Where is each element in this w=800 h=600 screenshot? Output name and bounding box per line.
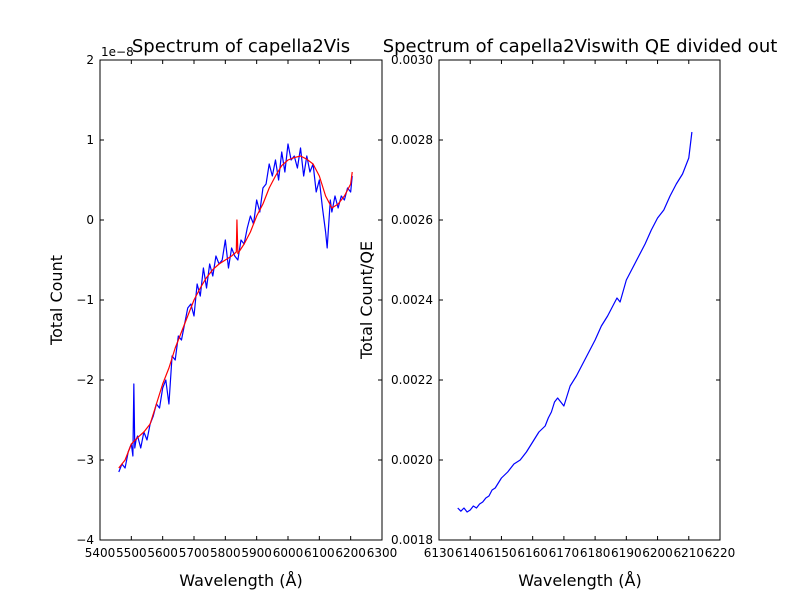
right-plot-lines xyxy=(457,131,693,513)
right-y-tick-label: 0.0026 xyxy=(391,213,433,227)
right-subplot: 6130 6140 6150 6160 6170 6180 6190 6200 6210 6220… xyxy=(357,36,777,590)
right-y-tick-label: 0.0030 xyxy=(391,53,433,67)
right-x-tick-label: 6220 xyxy=(705,546,736,560)
right-chart-title: Spectrum of capella2Viswith QE divided o… xyxy=(383,36,778,57)
left-x-tick-label: 5500 xyxy=(116,546,147,560)
right-y-axis-label: Total Count/QE xyxy=(357,241,376,360)
right-y-tick-label: 0.0020 xyxy=(391,453,433,467)
right-y-tick-label: 0.0024 xyxy=(391,293,433,307)
left-y-tick-label: −2 xyxy=(76,373,94,387)
left-x-tick-label: 6200 xyxy=(335,546,366,560)
left-subplot: 5400 5500 5600 5700 5800 5900 6000 6100 6200 6300… xyxy=(47,36,397,590)
right-x-tick-label: 6190 xyxy=(611,546,642,560)
right-x-tick-label: 6210 xyxy=(674,546,705,560)
left-y-tick-label: −3 xyxy=(76,453,94,467)
right-x-tick-label: 6200 xyxy=(642,546,673,560)
left-ticks: 5400 5500 5600 5700 5800 5900 6000 6100 6200 6300… xyxy=(76,53,397,560)
right-x-tick-label: 6160 xyxy=(517,546,548,560)
left-x-tick-label: 5800 xyxy=(210,546,241,560)
left-chart-title: Spectrum of capella2Vis xyxy=(132,36,350,57)
left-x-tick-label: 6000 xyxy=(273,546,304,560)
left-y-tick-label: 2 xyxy=(86,53,94,67)
left-x-tick-label: 5900 xyxy=(241,546,272,560)
right-x-tick-label: 6130 xyxy=(424,546,455,560)
left-y-tick-label: −1 xyxy=(76,293,94,307)
right-x-tick-label: 6150 xyxy=(486,546,517,560)
left-x-tick-label: 5600 xyxy=(147,546,178,560)
left-x-tick-label: 6100 xyxy=(304,546,335,560)
right-y-tick-label: 0.0022 xyxy=(391,373,433,387)
right-x-axis-label: Wavelength (Å) xyxy=(518,571,641,590)
right-y-tick-label: 0.0018 xyxy=(391,533,433,547)
left-series-line-1 xyxy=(118,155,353,469)
left-x-tick-label: 6300 xyxy=(367,546,398,560)
left-x-tick-label: 5400 xyxy=(85,546,116,560)
left-y-tick-label: −4 xyxy=(76,533,94,547)
right-y-tick-label: 0.0028 xyxy=(391,133,433,147)
left-y-axis-label: Total Count xyxy=(47,255,66,346)
left-y-tick-label: 0 xyxy=(86,213,94,227)
right-ticks: 6130 6140 6150 6160 6170 6180 6190 6200 6210 6220… xyxy=(391,53,735,560)
right-x-tick-label: 6170 xyxy=(549,546,580,560)
left-x-axis-label: Wavelength (Å) xyxy=(179,571,302,590)
right-x-tick-label: 6180 xyxy=(580,546,611,560)
right-x-tick-label: 6140 xyxy=(455,546,486,560)
left-x-tick-label: 5700 xyxy=(179,546,210,560)
left-y-tick-label: 1 xyxy=(86,133,94,147)
left-plot-lines xyxy=(118,143,353,473)
left-offset-text: 1e−8 xyxy=(101,45,134,59)
right-series-line-0 xyxy=(457,131,693,513)
